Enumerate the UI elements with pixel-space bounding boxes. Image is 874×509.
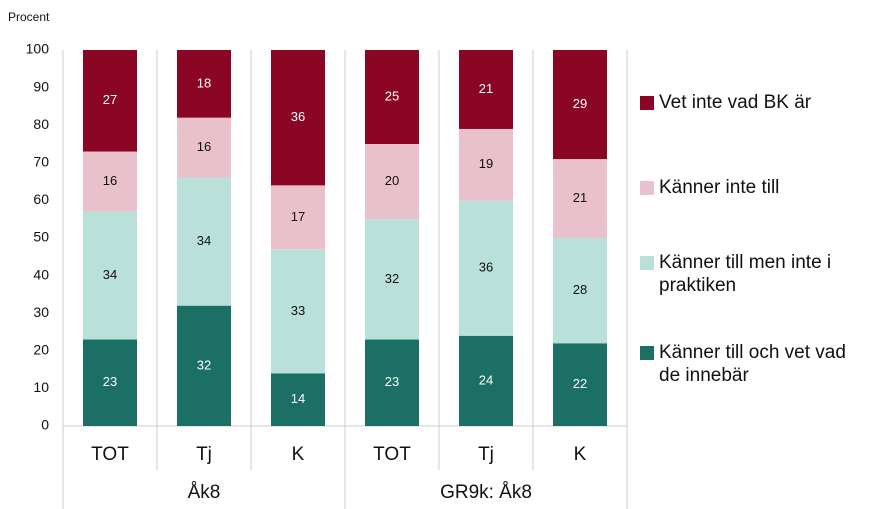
x-tick-label: K bbox=[574, 444, 587, 465]
legend-swatch bbox=[640, 96, 654, 110]
data-label: 28 bbox=[573, 282, 587, 297]
legend-item: Känner inte till bbox=[640, 176, 855, 199]
data-label: 32 bbox=[385, 271, 399, 286]
bar-segment bbox=[459, 335, 513, 426]
legend-label: Känner inte till bbox=[659, 177, 780, 198]
bar-segment bbox=[177, 177, 231, 306]
data-label: 29 bbox=[573, 96, 587, 111]
y-tick-label: 50 bbox=[33, 229, 49, 245]
y-tick-label: 10 bbox=[33, 379, 49, 395]
bar-segment bbox=[365, 50, 419, 144]
data-label: 17 bbox=[291, 209, 305, 224]
bar-segment bbox=[459, 200, 513, 336]
data-label: 21 bbox=[573, 190, 587, 205]
legend-label: Känner till men inte i praktiken bbox=[659, 252, 832, 296]
data-label: 36 bbox=[291, 109, 305, 124]
bar-segment bbox=[271, 249, 325, 374]
data-label: 14 bbox=[291, 391, 305, 406]
bar-segment bbox=[83, 211, 137, 340]
bar-segment bbox=[365, 339, 419, 426]
legend-label: Känner till och vet vad de innebär bbox=[659, 342, 846, 386]
x-tick-label: K bbox=[292, 444, 305, 465]
x-tick-label: TOT bbox=[373, 444, 411, 465]
bar-segment bbox=[177, 305, 231, 426]
data-label: 19 bbox=[479, 156, 493, 171]
data-label: 33 bbox=[291, 303, 305, 318]
y-tick-label: 40 bbox=[33, 266, 49, 282]
bar-segment bbox=[459, 128, 513, 201]
legend-item: Vet inte vad BK är bbox=[640, 91, 855, 114]
data-label: 16 bbox=[197, 139, 211, 154]
data-label: 23 bbox=[385, 374, 399, 389]
bar-segment bbox=[553, 159, 607, 238]
x-tick-label: TOT bbox=[91, 444, 129, 465]
data-label: 16 bbox=[103, 173, 117, 188]
y-tick-label: 70 bbox=[33, 154, 49, 170]
bar-segment bbox=[553, 50, 607, 160]
legend-swatch bbox=[640, 346, 654, 360]
data-label: 22 bbox=[573, 376, 587, 391]
data-label: 32 bbox=[197, 357, 211, 372]
bar-segment bbox=[83, 151, 137, 212]
bar-segment bbox=[271, 373, 325, 426]
y-axis-label: Procent bbox=[8, 10, 50, 24]
data-label: 36 bbox=[479, 260, 493, 275]
y-tick-label: 60 bbox=[33, 191, 49, 207]
legend-swatch bbox=[640, 256, 654, 270]
y-tick-label: 0 bbox=[41, 417, 49, 433]
data-label: 20 bbox=[385, 173, 399, 188]
bar-segment bbox=[177, 117, 231, 178]
data-label: 18 bbox=[197, 75, 211, 90]
y-tick-label: 20 bbox=[33, 342, 49, 358]
data-label: 21 bbox=[479, 81, 493, 96]
data-label: 23 bbox=[103, 374, 117, 389]
bar-segment bbox=[271, 185, 325, 250]
bar-segment bbox=[553, 343, 607, 426]
x-tick-label: Tj bbox=[478, 444, 494, 465]
y-tick-label: 100 bbox=[26, 41, 50, 57]
legend-label: Vet inte vad BK är bbox=[659, 92, 812, 113]
data-label: 25 bbox=[385, 88, 399, 103]
data-label: 27 bbox=[103, 92, 117, 107]
legend-item: Känner till men inte i praktiken bbox=[640, 251, 855, 297]
group-label: Åk8 bbox=[188, 482, 221, 503]
bar-segment bbox=[83, 339, 137, 426]
y-tick-label: 90 bbox=[33, 78, 49, 94]
bar-segment bbox=[365, 219, 419, 340]
bar-segment bbox=[83, 50, 137, 152]
x-tick-label: Tj bbox=[196, 444, 212, 465]
bar-segment bbox=[365, 144, 419, 220]
y-tick-label: 30 bbox=[33, 304, 49, 320]
bar-segment bbox=[553, 238, 607, 344]
legend-item: Känner till och vet vad de innebär bbox=[640, 341, 855, 387]
data-label: 34 bbox=[197, 233, 211, 248]
data-label: 34 bbox=[103, 267, 117, 282]
group-label: GR9k: Åk8 bbox=[440, 482, 532, 503]
bar-segment bbox=[459, 50, 513, 129]
bar-segment bbox=[271, 50, 325, 186]
bar-segment bbox=[177, 50, 231, 118]
y-tick-label: 80 bbox=[33, 116, 49, 132]
data-label: 24 bbox=[479, 372, 493, 387]
legend-swatch bbox=[640, 181, 654, 195]
